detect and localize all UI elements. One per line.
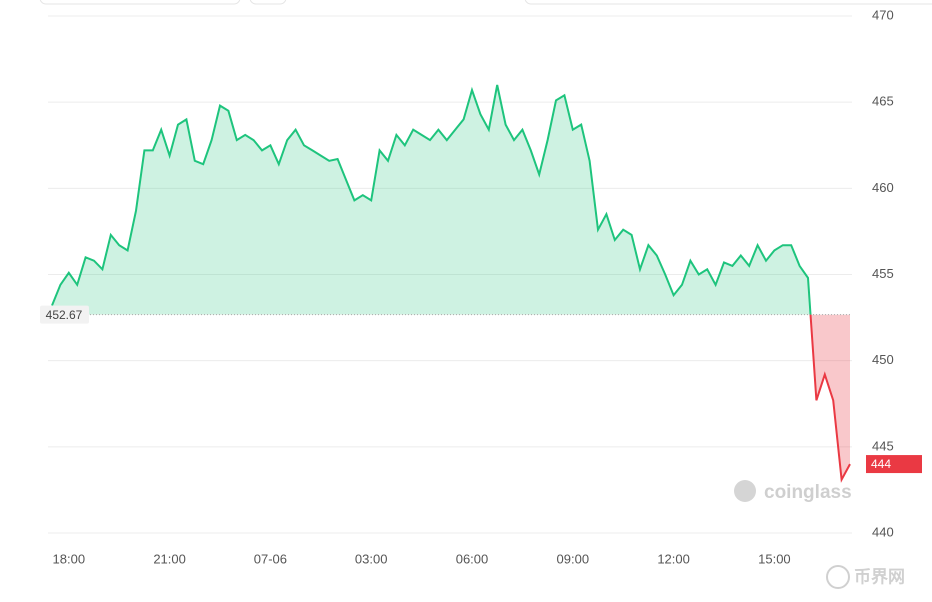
last-price-label: 444 [871,457,891,471]
x-tick-label: 09:00 [557,551,590,566]
x-tick-label: 06:00 [456,551,489,566]
baseline-label-box [40,305,89,324]
watermark: coinglass [734,480,852,503]
watermark-text: coinglass [764,482,852,503]
top-control[interactable] [249,0,287,5]
y-tick-label: 465 [872,94,894,109]
baseline-label: 452.67 [46,308,83,322]
corner-logo-text: 币界网 [854,567,905,586]
x-tick-label: 07-06 [254,551,287,566]
x-tick-label: 18:00 [53,551,86,566]
y-tick-label: 445 [872,438,894,453]
last-price-box [866,455,922,474]
top-control[interactable] [39,0,241,5]
y-tick-label: 470 [872,7,894,22]
price-line-up [51,84,812,315]
top-control[interactable] [524,0,932,5]
area-up [52,84,811,315]
x-tick-label: 21:00 [153,551,186,566]
plot [48,84,852,483]
x-tick-label: 12:00 [657,551,690,566]
y-tick-label: 440 [872,524,894,539]
y-tick-label: 460 [872,180,894,195]
y-tick-label: 455 [872,266,894,281]
x-tick-label: 15:00 [758,551,791,566]
corner-logo: 币界网 [826,565,905,589]
grid [48,15,852,534]
watermark-icon [734,480,756,502]
corner-logo-icon [826,565,850,589]
x-tick-label: 03:00 [355,551,388,566]
y-tick-label: 450 [872,352,894,367]
labels: 440 445 450 455 460 465 470 18:00 21:00 07-06 03:0… [40,7,922,566]
